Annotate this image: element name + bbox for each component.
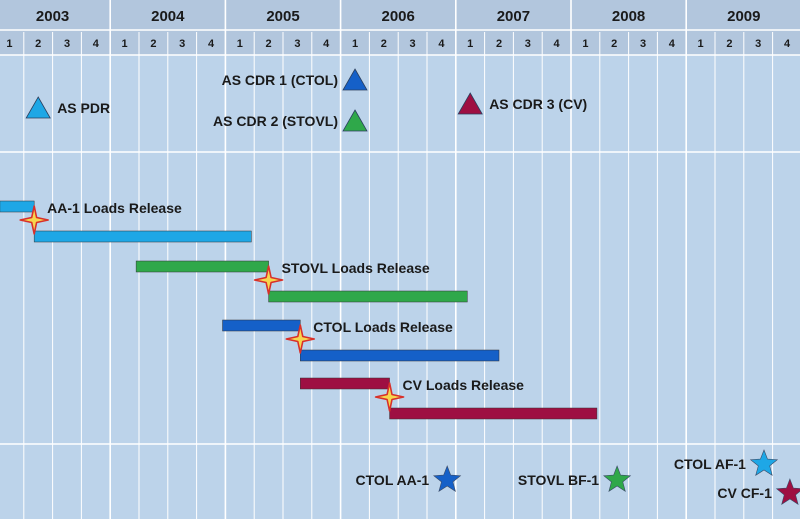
quarter-label: 1 — [6, 38, 12, 50]
quarter-label: 3 — [525, 38, 531, 50]
quarter-label: 4 — [669, 38, 676, 50]
quarter-label: 3 — [410, 38, 416, 50]
quarter-label: 3 — [294, 38, 300, 50]
quarter-label: 2 — [150, 38, 156, 50]
milestone-label: AS PDR — [57, 100, 110, 116]
star-icon — [433, 465, 462, 492]
year-label: 2006 — [382, 8, 415, 25]
triangle-icon — [342, 68, 368, 91]
milestone-label: AS CDR 3 (CV) — [489, 96, 587, 112]
loads-release-bars: AA-1 Loads Release STOVL Loads Release CTO… — [0, 200, 598, 420]
quarter-label: 3 — [179, 38, 185, 50]
header-background — [0, 0, 800, 55]
quarter-label: 3 — [64, 38, 70, 50]
release-lead-bar — [300, 377, 390, 390]
first-flight-markers: CTOL AA-1 STOVL BF-1 CTOL AF-1 CV CF-1 — [356, 449, 800, 505]
release-label: CTOL Loads Release — [313, 319, 453, 335]
burst-star-icon — [19, 205, 50, 235]
year-label: 2008 — [612, 8, 645, 25]
release-label: STOVL Loads Release — [282, 260, 430, 276]
quarter-label: 4 — [208, 38, 215, 50]
release-lead-bar — [222, 319, 301, 332]
release-lead-bar — [0, 200, 35, 213]
quarter-label: 4 — [554, 38, 561, 50]
quarter-label: 3 — [640, 38, 646, 50]
year-label: 2007 — [497, 8, 530, 25]
quarter-label: 3 — [755, 38, 761, 50]
year-label: 2005 — [266, 8, 299, 25]
release-label: AA-1 Loads Release — [47, 200, 182, 216]
quarter-label: 4 — [323, 38, 330, 50]
quarter-label: 1 — [122, 38, 128, 50]
quarter-label: 1 — [698, 38, 704, 50]
triangle-icon — [342, 109, 368, 132]
quarter-label: 1 — [237, 38, 243, 50]
flight-label: STOVL BF-1 — [518, 472, 599, 488]
star-icon — [603, 465, 632, 492]
flight-label: CTOL AF-1 — [674, 456, 746, 472]
quarter-label: 4 — [93, 38, 100, 50]
quarter-label: 2 — [726, 38, 732, 50]
quarter-label: 2 — [611, 38, 617, 50]
year-label: 2009 — [727, 8, 760, 25]
milestone-label: AS CDR 2 (STOVL) — [213, 113, 338, 129]
design-review-milestones: AS PDR AS CDR 1 (CTOL) AS CDR 2 (STOVL) AS … — [25, 68, 587, 132]
quarter-label: 2 — [496, 38, 502, 50]
star-icon — [749, 449, 779, 476]
burst-star-icon — [253, 265, 284, 295]
release-label: CV Loads Release — [403, 377, 525, 393]
release-follow-bar — [389, 407, 598, 420]
quarter-label: 1 — [467, 38, 473, 50]
year-label: 2004 — [151, 8, 185, 25]
quarter-label: 4 — [438, 38, 445, 50]
flight-label: CV CF-1 — [717, 485, 772, 501]
quarter-label: 2 — [35, 38, 41, 50]
quarter-label: 4 — [784, 38, 791, 50]
burst-star-icon — [374, 382, 405, 412]
quarter-label: 2 — [381, 38, 387, 50]
triangle-icon — [25, 96, 51, 119]
quarter-label: 1 — [352, 38, 358, 50]
timeline-header: 2003 2004 2005 2006 2007 2008 2009 1 2 3 4 1 2 3 4 1 2 3 4… — [6, 8, 791, 50]
release-follow-bar — [300, 349, 500, 362]
release-follow-bar — [268, 290, 468, 303]
milestone-label: AS CDR 1 (CTOL) — [222, 72, 338, 88]
flight-label: CTOL AA-1 — [356, 472, 430, 488]
triangle-icon — [457, 92, 483, 115]
release-lead-bar — [135, 260, 269, 273]
quarter-label: 1 — [582, 38, 588, 50]
quarter-label: 2 — [266, 38, 272, 50]
year-label: 2003 — [36, 8, 69, 25]
release-follow-bar — [33, 230, 252, 243]
burst-star-icon — [285, 324, 316, 354]
